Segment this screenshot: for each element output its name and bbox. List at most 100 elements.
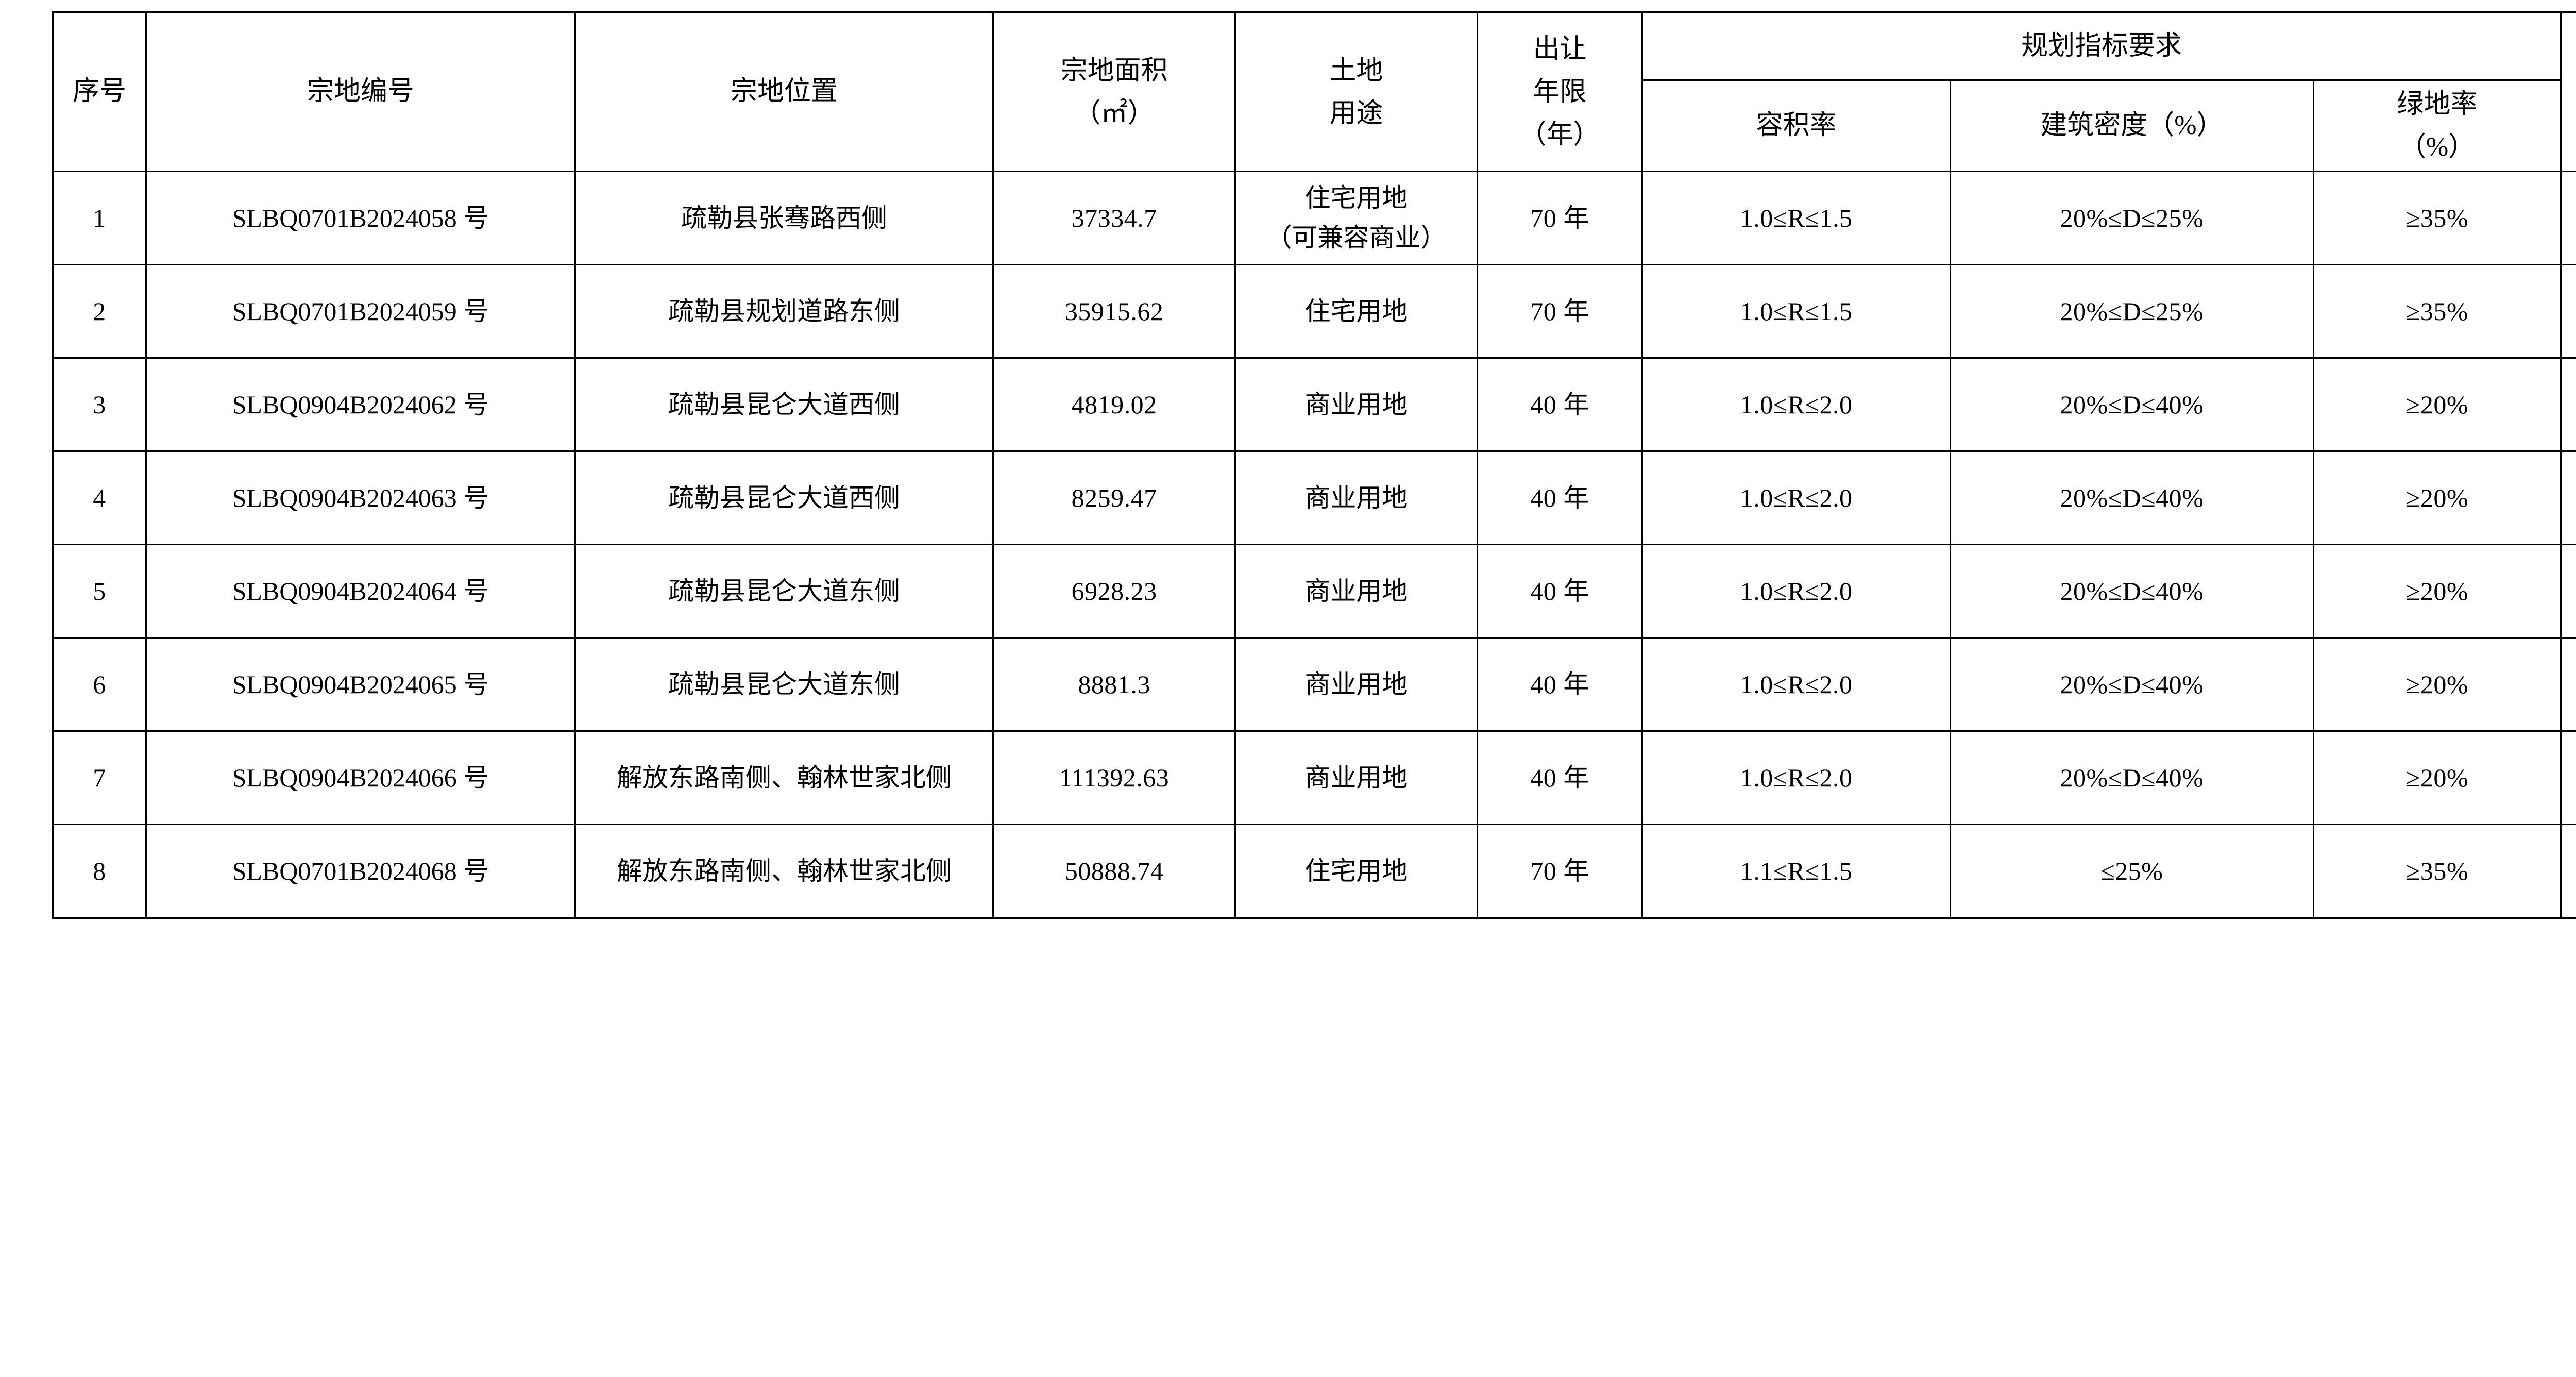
cell-green-ratio-text: ≥20% (2405, 669, 2469, 699)
cell-area-text: 37334.7 (1071, 203, 1157, 232)
cell-area-text: 8881.3 (1078, 669, 1150, 699)
cell-parcel-code: SLBQ0904B2024063 号 (145, 450, 576, 546)
cell-far-text: 1.0≤R≤2.0 (1740, 576, 1853, 606)
cell-green-ratio-text: ≥35% (2405, 296, 2469, 326)
cell-seq-text: 3 (93, 390, 106, 419)
cell-green-ratio: ≥20% (2312, 730, 2562, 826)
cell-parcel-code-text: SLBQ0904B2024064 号 (232, 576, 489, 606)
cell-parcel-code-text: SLBQ0701B2024059 号 (232, 296, 489, 326)
table-row: 6 SLBQ0904B2024065 号 疏勒县昆仑大道东侧 8881.3 商业用地 40… (52, 637, 2576, 732)
cell-green-ratio-text: ≥20% (2405, 483, 2469, 512)
header-green-ratio-line1: 绿地率 (2397, 90, 2478, 119)
header-planning-group: 规划指标要求 (1641, 11, 2562, 81)
cell-density: 20%≤D≤40% (1950, 544, 2314, 639)
header-land-use: 土地 用途 (1234, 11, 1478, 173)
cell-location: 疏勒县昆仑大道东侧 (574, 544, 994, 639)
cell-far-text: 1.1≤R≤1.5 (1740, 856, 1853, 885)
cell-density-text: 20%≤D≤40% (2060, 390, 2204, 419)
cell-land-use: 住宅用地 (1234, 264, 1478, 359)
cell-far-text: 1.0≤R≤2.0 (1740, 390, 1853, 419)
table-row: 5 SLBQ0904B2024064 号 疏勒县昆仑大道东侧 6928.23 商业用地 4… (52, 544, 2576, 639)
cell-start-price: 473 (2560, 637, 2576, 732)
cell-seq: 6 (52, 637, 147, 732)
cell-density-text: 20%≤D≤25% (2060, 203, 2204, 232)
cell-location-text: 解放东路南侧、翰林世家北侧 (617, 856, 952, 885)
cell-term-text: 40 年 (1530, 763, 1589, 792)
header-land-use-line1: 土地 (1329, 56, 1383, 86)
cell-far: 1.0≤R≤2.0 (1641, 357, 1952, 452)
cell-term-text: 40 年 (1530, 669, 1589, 699)
cell-land-use: 商业用地 (1234, 357, 1478, 452)
cell-parcel-code: SLBQ0904B2024066 号 (145, 730, 576, 826)
cell-seq: 2 (52, 264, 147, 359)
cell-land-use-line1: 商业用地 (1304, 390, 1408, 419)
cell-green-ratio-text: ≥20% (2405, 390, 2469, 419)
cell-far-text: 1.0≤R≤2.0 (1740, 669, 1853, 699)
cell-start-price: 257 (2560, 357, 2576, 452)
cell-seq: 5 (52, 544, 147, 639)
cell-seq: 7 (52, 730, 147, 826)
table-row: 7 SLBQ0904B2024066 号 解放东路南侧、翰林世家北侧 111392.6… (52, 730, 2576, 826)
cell-green-ratio: ≥20% (2312, 357, 2562, 452)
cell-location-text: 疏勒县昆仑大道西侧 (668, 483, 901, 512)
cell-seq-text: 1 (93, 203, 106, 232)
land-parcel-table: 序号 宗地编号 宗地位置 宗地面积 （㎡） 土地 用途 (52, 11, 2576, 919)
cell-term-text: 70 年 (1530, 296, 1589, 326)
cell-area: 8881.3 (992, 637, 1236, 732)
header-term-line1: 出让 (1533, 34, 1587, 64)
cell-parcel-code-text: SLBQ0701B2024068 号 (232, 856, 489, 885)
cell-area-text: 8259.47 (1071, 483, 1157, 512)
cell-land-use-line1: 商业用地 (1304, 483, 1408, 512)
cell-land-use: 住宅用地 (1234, 824, 1478, 919)
cell-far: 1.0≤R≤2.0 (1641, 730, 1952, 826)
cell-far: 1.0≤R≤2.0 (1641, 544, 1952, 639)
cell-seq: 1 (52, 171, 147, 266)
cell-far: 1.0≤R≤2.0 (1641, 450, 1952, 546)
table-header: 序号 宗地编号 宗地位置 宗地面积 （㎡） 土地 用途 (52, 11, 2576, 173)
header-parcel-location: 宗地位置 (574, 11, 994, 173)
cell-area: 4819.02 (992, 357, 1236, 452)
cell-land-use-line2: （可兼容商业） (1266, 223, 1447, 253)
cell-density-text: 20%≤D≤40% (2060, 483, 2204, 512)
header-building-density: 建筑密度（%） (1950, 79, 2314, 173)
cell-far: 1.0≤R≤1.5 (1641, 171, 1952, 266)
cell-location: 疏勒县昆仑大道西侧 (574, 357, 994, 452)
cell-density: 20%≤D≤40% (1950, 637, 2314, 732)
cell-land-use: 商业用地 (1234, 637, 1478, 732)
cell-area: 111392.63 (992, 730, 1236, 826)
cell-parcel-code: SLBQ0904B2024064 号 (145, 544, 576, 639)
cell-seq: 8 (52, 824, 147, 919)
cell-location: 疏勒县规划道路东侧 (574, 264, 994, 359)
cell-term-text: 70 年 (1530, 856, 1589, 885)
cell-far-text: 1.0≤R≤1.5 (1740, 296, 1853, 326)
cell-term-text: 40 年 (1530, 390, 1589, 419)
cell-location-text: 疏勒县规划道路东侧 (668, 296, 901, 326)
table-body: 1 SLBQ0701B2024058 号 疏勒县张骞路西侧 37334.7 住宅用地 （可… (52, 171, 2576, 919)
header-term-unit: （年） (1519, 120, 1600, 150)
cell-green-ratio-text: ≥20% (2405, 576, 2469, 606)
cell-land-use-line1: 商业用地 (1304, 669, 1408, 699)
cell-parcel-code-text: SLBQ0701B2024058 号 (232, 203, 489, 232)
header-parcel-code: 宗地编号 (145, 11, 576, 173)
cell-seq-text: 4 (93, 483, 106, 512)
header-row-sub: 容积率 建筑密度（%） 绿地率 （%） (53, 79, 2576, 173)
cell-area: 37334.7 (992, 171, 1236, 266)
cell-start-price: 440 (2560, 450, 2576, 546)
cell-land-use: 商业用地 (1234, 730, 1478, 826)
cell-area-text: 6928.23 (1071, 576, 1157, 606)
cell-density-text: 20%≤D≤25% (2060, 296, 2204, 326)
cell-area-text: 35915.62 (1064, 296, 1164, 326)
cell-area: 8259.47 (992, 450, 1236, 546)
cell-area-text: 50888.74 (1064, 856, 1164, 885)
header-seq: 序号 (52, 11, 147, 173)
cell-density-text: 20%≤D≤40% (2060, 576, 2204, 606)
cell-location: 疏勒县昆仑大道西侧 (574, 450, 994, 546)
cell-seq-text: 2 (93, 296, 106, 326)
header-parcel-area-line1: 宗地面积 (1060, 56, 1168, 86)
cell-seq: 4 (52, 450, 147, 546)
cell-density-text: ≤25% (2100, 856, 2163, 885)
cell-area: 50888.74 (992, 824, 1236, 919)
header-parcel-area: 宗地面积 （㎡） (992, 11, 1236, 173)
table-row: 2 SLBQ0701B2024059 号 疏勒县规划道路东侧 35915.62 住宅用地… (52, 264, 2576, 359)
